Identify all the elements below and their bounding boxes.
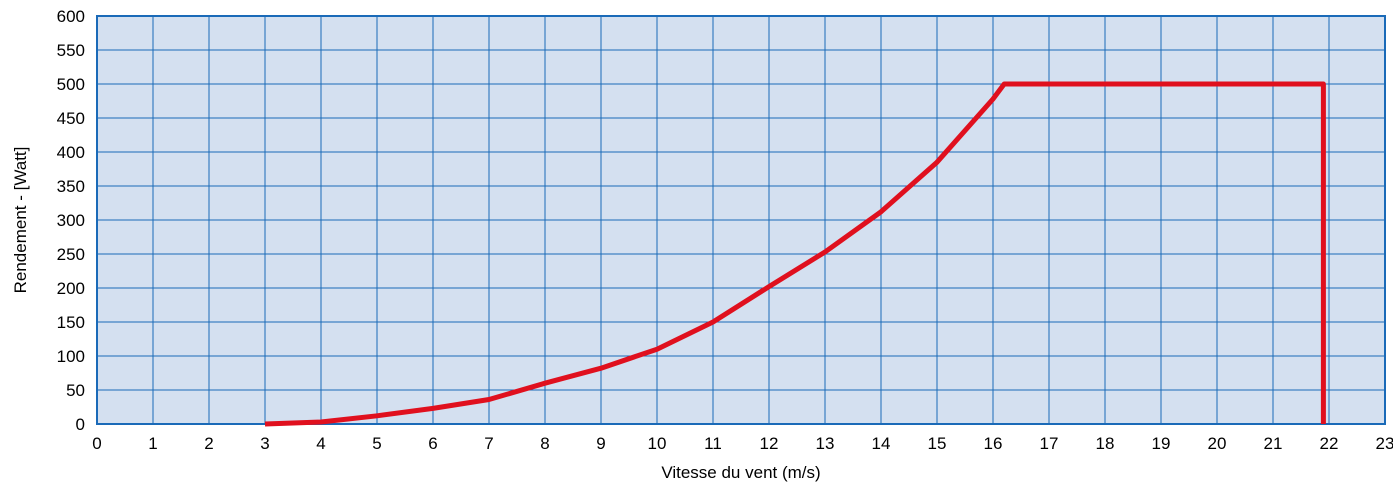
x-tick-label: 19 [1152, 434, 1171, 453]
y-tick-label: 600 [57, 7, 85, 26]
y-tick-label: 50 [66, 381, 85, 400]
x-tick-label: 8 [540, 434, 549, 453]
x-tick-label: 4 [316, 434, 325, 453]
x-tick-label: 5 [372, 434, 381, 453]
x-tick-label: 16 [984, 434, 1003, 453]
x-tick-label: 23 [1376, 434, 1393, 453]
grid [97, 16, 1385, 424]
x-tick-label: 6 [428, 434, 437, 453]
x-tick-label: 0 [92, 434, 101, 453]
x-tick-label: 11 [704, 434, 722, 453]
x-tick-label: 22 [1320, 434, 1339, 453]
y-axis-ticks: 0 50 100 150 200 250 300 350 400 450 500 550 600 [57, 7, 85, 434]
y-tick-label: 400 [57, 143, 85, 162]
plot-frame [96, 15, 1386, 425]
x-tick-label: 13 [816, 434, 835, 453]
power-curve-line [264, 81, 1326, 427]
y-tick-label: 0 [76, 415, 85, 434]
x-tick-label: 9 [596, 434, 605, 453]
y-tick-label: 550 [57, 41, 85, 60]
x-tick-label: 15 [928, 434, 947, 453]
x-tick-label: 12 [760, 434, 779, 453]
y-tick-label: 200 [57, 279, 85, 298]
x-tick-label: 17 [1040, 434, 1059, 453]
series-layer [264, 81, 1326, 427]
y-tick-label: 150 [57, 313, 85, 332]
y-tick-label: 450 [57, 109, 85, 128]
x-axis-title: Vitesse du vent (m/s) [661, 463, 820, 482]
x-tick-label: 18 [1096, 434, 1115, 453]
y-tick-label: 500 [57, 75, 85, 94]
x-tick-label: 2 [204, 434, 213, 453]
x-axis-ticks: 0 1 2 3 4 5 6 7 8 9 10 11 12 13 14 15 16 17 18 19 20 21 22 23 [92, 434, 1393, 453]
x-tick-label: 10 [648, 434, 667, 453]
x-tick-label: 21 [1264, 434, 1283, 453]
y-axis-title: Rendement - [Watt] [11, 147, 30, 294]
x-tick-label: 7 [484, 434, 493, 453]
y-tick-label: 250 [57, 245, 85, 264]
x-tick-label: 1 [148, 434, 157, 453]
x-tick-label: 14 [872, 434, 891, 453]
x-tick-label: 3 [260, 434, 269, 453]
y-tick-label: 350 [57, 177, 85, 196]
x-tick-label: 20 [1208, 434, 1227, 453]
y-tick-label: 300 [57, 211, 85, 230]
y-tick-label: 100 [57, 347, 85, 366]
